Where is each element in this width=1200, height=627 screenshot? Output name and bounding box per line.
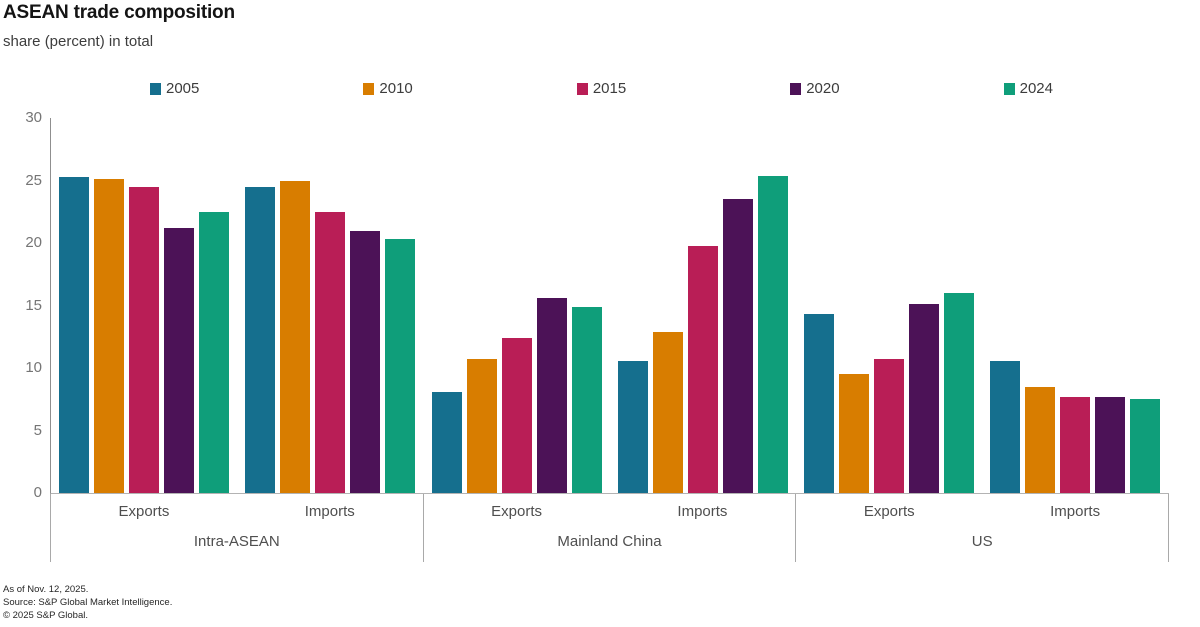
legend-label: 2024 xyxy=(1019,80,1053,97)
bar-group-us xyxy=(796,118,1169,493)
group-label: Mainland China xyxy=(557,533,662,550)
flow-label-exports: Exports xyxy=(863,503,915,520)
copyright-note: © 2025 S&P Global. xyxy=(3,610,88,621)
cluster-exports xyxy=(804,293,975,493)
legend-label: 2015 xyxy=(592,80,627,97)
legend-item-2005: 2005 xyxy=(150,80,199,97)
bar-2020 xyxy=(350,230,380,493)
chart-subtitle: share (percent) in total xyxy=(3,33,154,50)
bar-2024 xyxy=(944,293,975,493)
bar-2024 xyxy=(199,211,229,493)
y-tick-label: 15 xyxy=(25,296,42,314)
source-note: Source: S&P Global Market Intelligence. xyxy=(3,597,173,608)
x-group-cell-us: Exports Imports US xyxy=(796,494,1170,562)
y-tick-label: 20 xyxy=(25,234,42,251)
bar-2010 xyxy=(280,180,310,493)
x-group-cell-intra-asean: Exports Imports Intra-ASEAN xyxy=(51,494,424,562)
bar-2015 xyxy=(129,186,159,493)
flow-label-imports: Imports xyxy=(304,503,355,520)
legend-item-2024: 2024 xyxy=(1003,80,1053,97)
bar-2015 xyxy=(315,211,345,493)
bar-2010 xyxy=(94,179,124,493)
legend-item-2015: 2015 xyxy=(576,80,627,97)
bar-2005 xyxy=(617,360,648,493)
bar-2015 xyxy=(501,338,532,493)
bar-2020 xyxy=(164,228,194,493)
plot-area xyxy=(50,118,1169,494)
bar-2010 xyxy=(839,374,870,493)
bar-2020 xyxy=(1095,396,1126,493)
cluster-imports xyxy=(990,360,1161,493)
chart-legend: 2005 2010 2015 2020 2024 xyxy=(150,80,1053,97)
legend-swatch-icon xyxy=(790,82,802,95)
y-tick-label: 10 xyxy=(25,359,42,376)
group-label: Intra-ASEAN xyxy=(193,533,280,550)
legend-swatch-icon xyxy=(1003,82,1015,95)
as-of-date: As of Nov. 12, 2025. xyxy=(3,584,89,595)
bar-2024 xyxy=(757,175,788,493)
chart-title: ASEAN trade composition xyxy=(3,2,235,23)
bar-group-mainland-china xyxy=(424,118,797,493)
flow-label-imports: Imports xyxy=(677,503,728,520)
bar-2005 xyxy=(990,360,1021,493)
cluster-exports xyxy=(431,298,602,493)
legend-item-2020: 2020 xyxy=(790,80,840,97)
y-tick-label: 30 xyxy=(25,109,42,126)
bar-2010 xyxy=(1025,386,1056,493)
y-tick-label: 5 xyxy=(33,421,42,439)
bar-2020 xyxy=(909,304,940,493)
bar-2020 xyxy=(536,298,567,493)
group-label: US xyxy=(971,533,993,550)
legend-item-2010: 2010 xyxy=(363,80,413,97)
legend-swatch-icon xyxy=(363,82,375,95)
x-group-cell-mainland-china: Exports Imports Mainland China xyxy=(424,494,797,562)
flow-label-imports: Imports xyxy=(1050,503,1101,520)
legend-label: 2010 xyxy=(379,80,413,97)
cluster-imports xyxy=(245,180,415,493)
bar-2015 xyxy=(687,245,718,493)
bar-2005 xyxy=(245,186,275,493)
legend-swatch-icon xyxy=(576,82,588,95)
legend-label: 2020 xyxy=(806,80,840,97)
bar-2024 xyxy=(1130,399,1161,493)
x-axis-labels: Exports Imports Intra-ASEAN Exports Imports M… xyxy=(50,494,1170,562)
bar-2024 xyxy=(571,306,602,493)
bar-2015 xyxy=(1060,396,1091,493)
cluster-imports xyxy=(617,175,788,493)
footnotes: As of Nov. 12, 2025. Source: S&P Global … xyxy=(3,583,172,622)
bar-2005 xyxy=(431,391,462,493)
bar-2005 xyxy=(59,176,89,493)
bar-group-intra-asean xyxy=(51,118,424,493)
bar-2010 xyxy=(466,359,497,493)
legend-swatch-icon xyxy=(150,82,161,95)
flow-label-exports: Exports xyxy=(491,503,543,520)
y-tick-label: 0 xyxy=(33,484,42,501)
legend-label: 2005 xyxy=(166,80,200,97)
bar-2015 xyxy=(874,359,905,493)
bar-2020 xyxy=(722,199,753,493)
flow-label-exports: Exports xyxy=(118,503,170,520)
bar-2010 xyxy=(652,331,683,493)
cluster-exports xyxy=(59,176,229,493)
y-tick-label: 25 xyxy=(25,171,42,189)
bar-2005 xyxy=(804,314,835,493)
bar-2024 xyxy=(385,239,415,493)
